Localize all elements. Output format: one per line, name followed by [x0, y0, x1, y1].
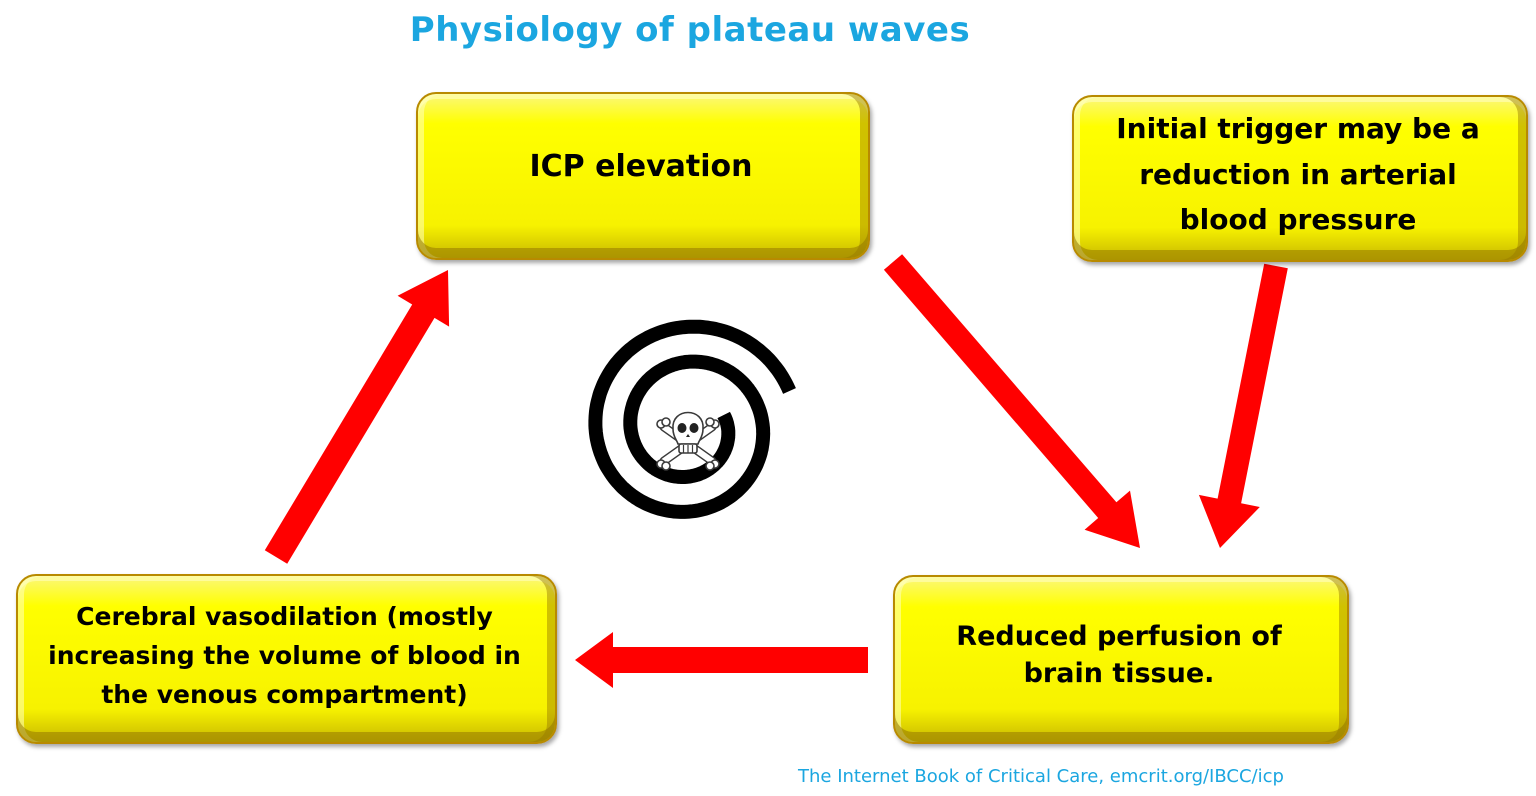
- spiral-graphic: [588, 319, 796, 519]
- page-title: Physiology of plateau waves: [409, 10, 971, 50]
- arrow-trigger-to-perfusion: [1198, 263, 1288, 548]
- reduced-perfusion-box: Reduced perfusion of brain tissue.: [893, 575, 1349, 744]
- cerebral-vasodilation-label: Cerebral vasodilation (mostly increasing…: [48, 601, 521, 709]
- arrow-perfusion-to-vasodilation: [575, 632, 868, 688]
- cerebral-vasodilation-box: Cerebral vasodilation (mostly increasing…: [16, 574, 557, 744]
- icp-elevation-label: ICP elevation: [529, 148, 753, 184]
- icp-elevation-box: ICP elevation: [416, 92, 870, 260]
- reduced-perfusion-label: Reduced perfusion of brain tissue.: [956, 620, 1282, 689]
- initial-trigger-box: Initial trigger may be a reduction in ar…: [1072, 95, 1528, 262]
- source-credit: The Internet Book of Critical Care, emcr…: [798, 766, 1284, 787]
- skull-and-crossbones-icon: [656, 411, 720, 471]
- arrow-vasodilation-to-icp: [264, 270, 450, 564]
- arrow-icp-to-perfusion: [883, 254, 1140, 548]
- initial-trigger-label: Initial trigger may be a reduction in ar…: [1116, 112, 1480, 237]
